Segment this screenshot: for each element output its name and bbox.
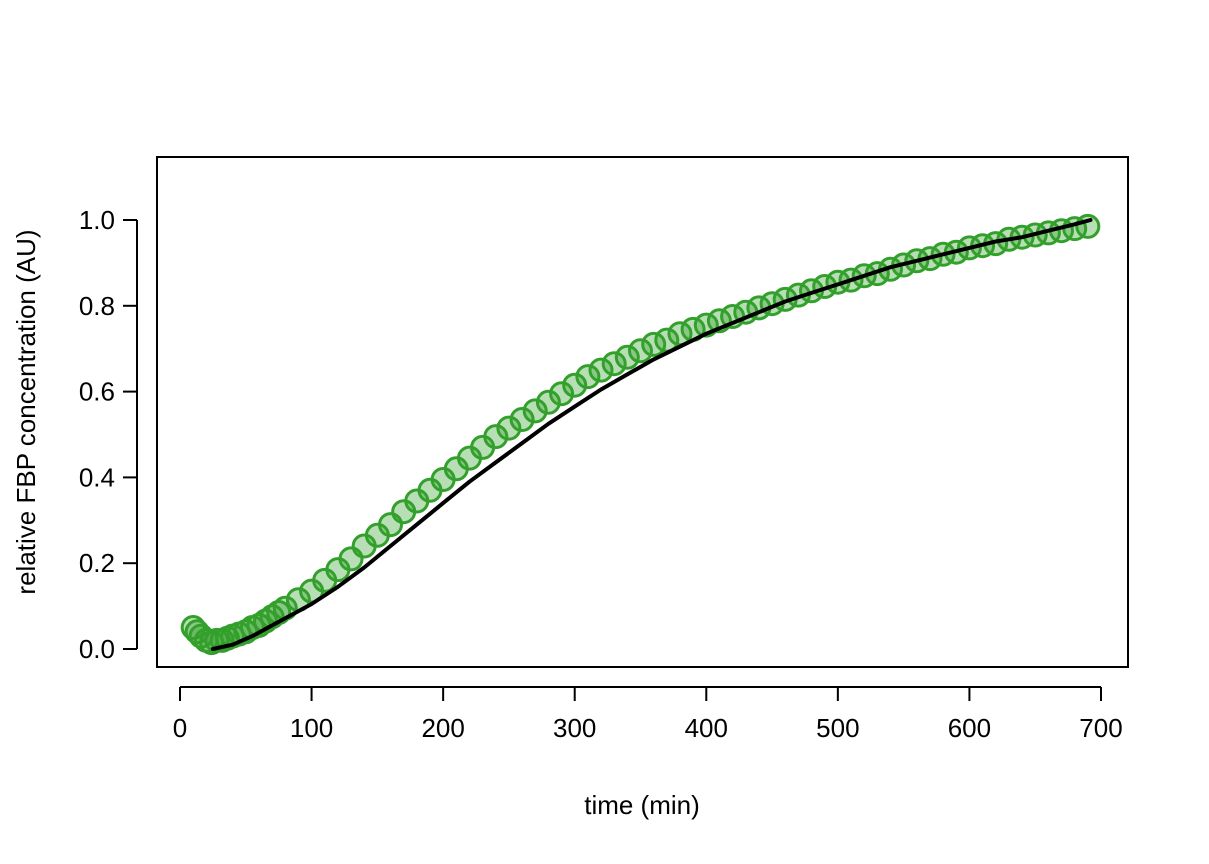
y-tick-label: 0.6 xyxy=(79,377,115,407)
data-point xyxy=(575,364,601,390)
y-tick-label: 0.2 xyxy=(79,548,115,578)
y-tick-label: 0.8 xyxy=(79,291,115,321)
x-tick-label: 400 xyxy=(685,713,728,743)
y-tick-label: 0.4 xyxy=(79,462,115,492)
x-tick-label: 100 xyxy=(290,713,333,743)
x-tick-label: 0 xyxy=(173,713,187,743)
x-tick-label: 300 xyxy=(553,713,596,743)
data-point xyxy=(535,389,561,415)
x-tick-label: 600 xyxy=(948,713,991,743)
data-point xyxy=(588,357,614,383)
y-tick-label: 1.0 xyxy=(79,205,115,235)
x-tick-label: 500 xyxy=(816,713,859,743)
x-axis: 0 100 200 300 400 500 600 700 xyxy=(173,686,1123,743)
y-axis-title: relative FBP concentration (AU) xyxy=(11,229,41,594)
fit-line xyxy=(210,218,1093,651)
data-point xyxy=(601,351,627,377)
data-point xyxy=(522,398,548,424)
data-points xyxy=(180,213,1101,656)
data-point xyxy=(614,344,640,370)
fit-line-layer xyxy=(210,218,1093,651)
x-tick-label: 700 xyxy=(1079,713,1122,743)
x-axis-title: time (min) xyxy=(584,790,700,820)
y-axis: 0.0 0.2 0.4 0.6 0.8 1.0 xyxy=(79,205,138,664)
y-tick-label: 0.0 xyxy=(79,634,115,664)
x-tick-label: 200 xyxy=(421,713,464,743)
data-point xyxy=(628,338,653,364)
data-point xyxy=(549,381,575,407)
data-point xyxy=(562,372,588,398)
data-point xyxy=(496,415,522,441)
data-point xyxy=(509,407,535,432)
data-point xyxy=(483,424,509,450)
plot-frame xyxy=(156,156,1129,668)
